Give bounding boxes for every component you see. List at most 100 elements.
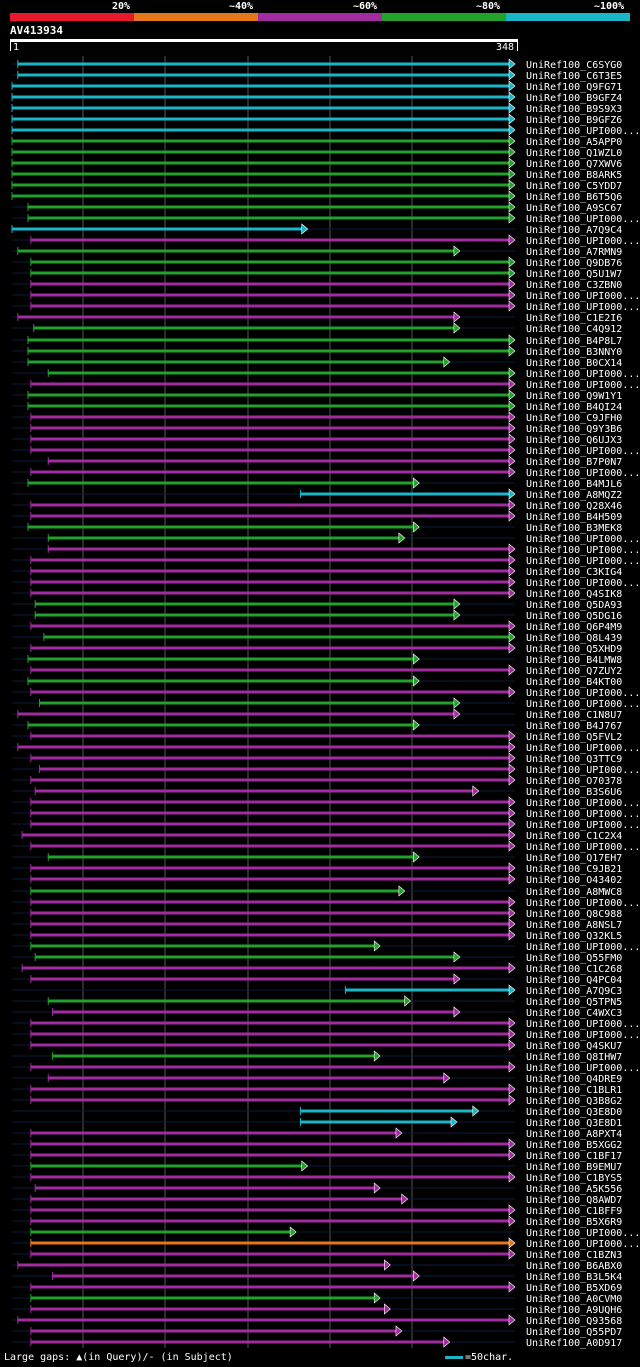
hit-end-arrow [472, 785, 480, 797]
hit-label: UniRef100_B9GFZ6 [526, 115, 622, 126]
hit-end-arrow [508, 300, 516, 312]
hit-end-arrow [508, 774, 516, 786]
hit-end-arrow [508, 455, 516, 467]
hit-end-arrow [508, 367, 516, 379]
scale-label: =50char. [465, 1352, 514, 1363]
hit-end-arrow [508, 157, 516, 169]
hit-label: UniRef100_Q9W1Y1 [526, 391, 622, 402]
hit-end-arrow [413, 1270, 420, 1282]
hit-end-arrow [413, 477, 420, 489]
hit-end-arrow [508, 1061, 516, 1073]
legend-label-80: ~80% [476, 1, 501, 12]
hit-label: UniRef100_UPI000... [526, 765, 640, 776]
hit-end-arrow [508, 730, 516, 742]
hit-label: UniRef100_C9JB21 [526, 864, 622, 875]
hit-label: UniRef100_B4MJL6 [526, 479, 622, 490]
hit-end-arrow [508, 1149, 516, 1161]
hit-label: UniRef100_UPI000... [526, 798, 640, 809]
hit-end-arrow [508, 686, 516, 698]
hit-end-arrow [508, 907, 516, 919]
ruler-start-tick [10, 41, 11, 51]
hit-end-arrow [508, 1237, 516, 1249]
hit-end-arrow [508, 642, 516, 654]
hit-end-arrow [508, 763, 516, 775]
hit-end-arrow [508, 1171, 516, 1183]
hit-label: UniRef100_B9EMU7 [526, 1162, 622, 1173]
hit-label: UniRef100_A7RMN9 [526, 247, 622, 258]
hit-label: UniRef100_UPI000... [526, 1063, 640, 1074]
hit-end-arrow [453, 708, 461, 720]
hit-label: UniRef100_Q7XWV6 [526, 159, 622, 170]
legend-label-40: ~40% [229, 1, 254, 12]
hit-label: UniRef100_Q93568 [526, 1316, 622, 1327]
hit-label: UniRef100_Q8C988 [526, 909, 622, 920]
hit-end-arrow [508, 444, 516, 456]
hit-label: UniRef100_A8PXT4 [526, 1129, 622, 1140]
hit-label: UniRef100_UPI000... [526, 688, 640, 699]
hit-end-arrow [443, 1336, 451, 1348]
hit-label: UniRef100_UPI000... [526, 898, 640, 909]
hit-end-arrow [508, 631, 516, 643]
hit-label: UniRef100_Q5DA93 [526, 600, 622, 611]
hit-label: UniRef100_A9UQH6 [526, 1305, 622, 1316]
hit-end-arrow [404, 995, 412, 1007]
hit-label: UniRef100_UPI000... [526, 534, 640, 545]
hit-end-arrow [508, 267, 516, 279]
hit-end-arrow [453, 311, 461, 323]
hit-label: UniRef100_Q8IHW7 [526, 1052, 622, 1063]
hit-end-arrow [508, 411, 516, 423]
hit-label: UniRef100_C1BF17 [526, 1151, 622, 1162]
hit-end-arrow [373, 1182, 381, 1194]
hit-end-arrow [508, 807, 516, 819]
hit-end-arrow [508, 620, 516, 632]
hit-end-arrow [373, 940, 381, 952]
hit-end-arrow [453, 609, 461, 621]
hit-label: UniRef100_Q3TTC9 [526, 754, 622, 765]
legend-label-100: ~100% [594, 1, 625, 12]
hit-label: UniRef100_C5YDD7 [526, 181, 622, 192]
hit-label: UniRef100_UPI000... [526, 820, 640, 831]
hit-label: UniRef100_UPI000... [526, 743, 640, 754]
hit-label: UniRef100_Q9Y3B6 [526, 424, 622, 435]
hit-end-arrow [508, 1039, 516, 1051]
hit-label: UniRef100_Q5U1W7 [526, 269, 622, 280]
hit-end-arrow [508, 102, 516, 114]
hit-label: UniRef100_A7Q9C4 [526, 225, 622, 236]
hit-end-arrow [508, 984, 516, 996]
hit-end-arrow [508, 1204, 516, 1216]
hit-label: UniRef100_C1C268 [526, 964, 622, 975]
hit-label: UniRef100_C6SYG0 [526, 60, 622, 71]
hit-label: UniRef100_B4J767 [526, 721, 622, 732]
hit-end-arrow [508, 256, 516, 268]
hit-label: UniRef100_Q9DB76 [526, 258, 622, 269]
legend-label-60: ~60% [353, 1, 378, 12]
hit-end-arrow [508, 1215, 516, 1227]
hit-label: UniRef100_B3MEK8 [526, 523, 622, 534]
hit-label: UniRef100_B3S6U6 [526, 787, 622, 798]
hit-end-arrow [508, 378, 516, 390]
hit-label: UniRef100_A8MWC8 [526, 887, 622, 898]
hit-label: UniRef100_B3NNY0 [526, 347, 622, 358]
hit-label: UniRef100_B3L5K4 [526, 1272, 622, 1283]
hit-label: UniRef100_A8NSL7 [526, 920, 622, 931]
hit-label: UniRef100_Q7ZUY2 [526, 666, 622, 677]
hit-end-arrow [508, 400, 516, 412]
hit-end-arrow [453, 1006, 461, 1018]
hit-label: UniRef100_Q4SKU7 [526, 1041, 622, 1052]
hit-end-arrow [508, 212, 516, 224]
hit-label: UniRef100_A8MQZ2 [526, 490, 622, 501]
hit-label: UniRef100_Q28X46 [526, 501, 622, 512]
hit-end-arrow [508, 1083, 516, 1095]
hit-end-arrow [508, 1017, 516, 1029]
legend-swatch-80 [382, 13, 506, 21]
hit-label: UniRef100_A5K556 [526, 1184, 622, 1195]
hit-end-arrow [472, 1105, 480, 1117]
hit-end-arrow [508, 818, 516, 830]
hit-label: UniRef100_C3ZBN0 [526, 280, 622, 291]
hit-end-arrow [508, 113, 516, 125]
hit-end-arrow [508, 1281, 516, 1293]
query-ruler [10, 39, 518, 42]
hit-end-arrow [508, 829, 516, 841]
gap-legend: Large gaps: ▲(in Query)/- (in Subject) [4, 1352, 233, 1363]
